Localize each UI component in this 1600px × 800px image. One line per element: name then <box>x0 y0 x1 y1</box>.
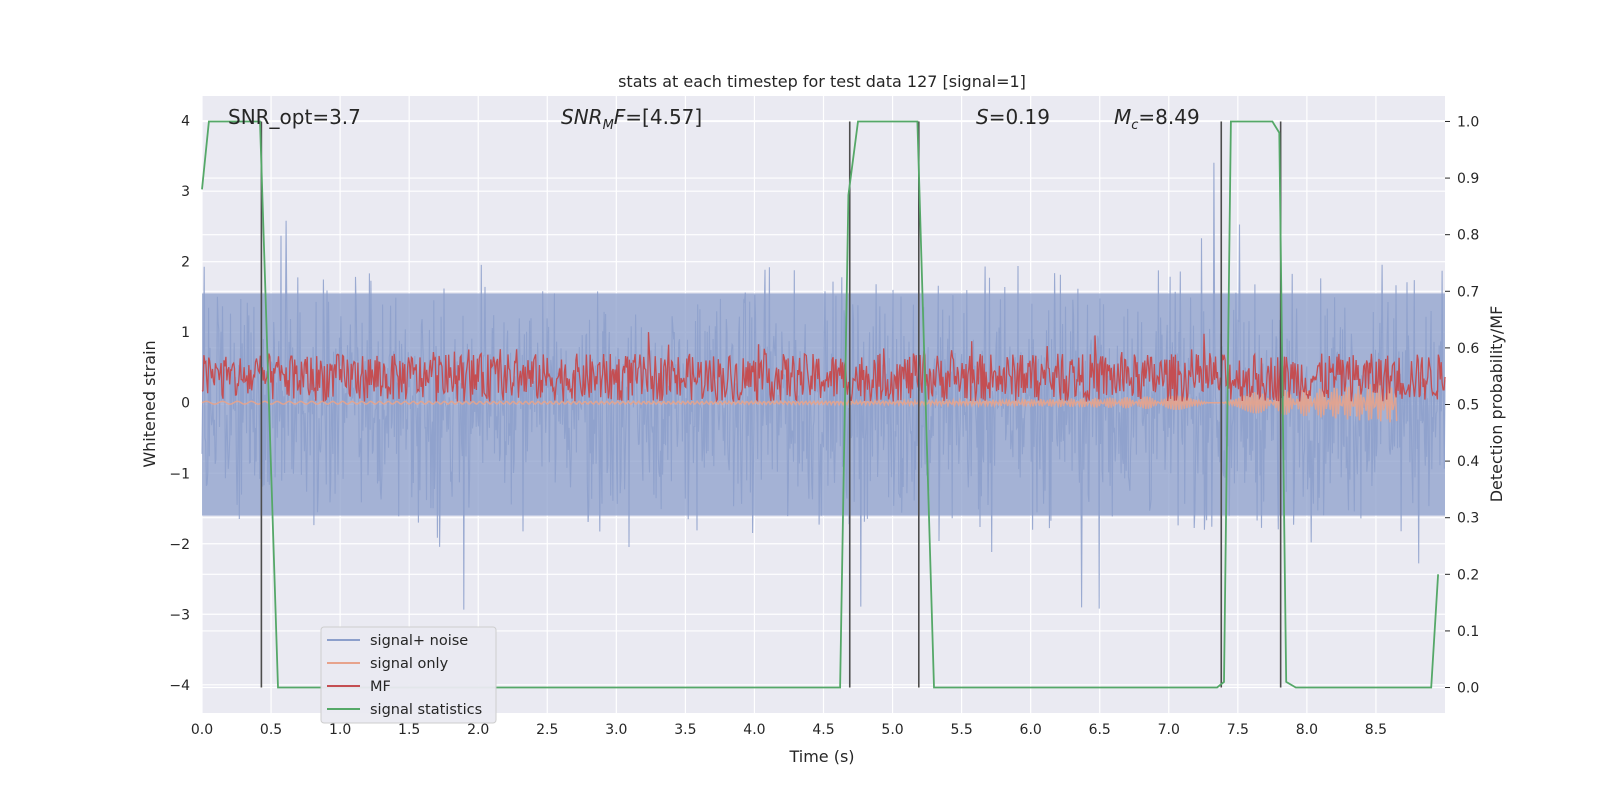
annotation-snr-mf: SNRMF=[4.57] <box>561 105 702 133</box>
legend: signal+ noise signal only MF signal stat… <box>320 626 497 724</box>
y-tick-label: 1 <box>181 325 190 341</box>
y-axis-ticks: 4 3 2 1 0 −1 −2 −3 −4 <box>169 114 190 694</box>
y2-axis-label: Detection probability/MF <box>1487 306 1506 503</box>
y2-tick-label: 0.9 <box>1457 171 1479 187</box>
y2-tick-label: 0.0 <box>1457 681 1479 697</box>
legend-label-mf: MF <box>370 679 391 695</box>
x-tick-label: 4.0 <box>743 722 765 738</box>
x-axis-ticks: 0.0 0.5 1.0 1.5 2.0 2.5 3.0 3.5 4.0 4.5 5.0 5.5 6.0 6… <box>191 722 1387 738</box>
x-tick-label: 5.5 <box>950 722 972 738</box>
y2-tick-label: 0.5 <box>1457 398 1479 414</box>
y2-tick-label: 0.2 <box>1457 567 1479 583</box>
y2-tick-label: 1.0 <box>1457 114 1479 130</box>
annotation-mc: Mc=8.49 <box>1114 105 1200 133</box>
y-tick-label: −2 <box>169 537 190 553</box>
x-tick-label: 5.0 <box>881 722 903 738</box>
legend-label-signal-statistics: signal statistics <box>370 702 482 718</box>
y-tick-label: 0 <box>181 396 190 412</box>
legend-label-signal-noise: signal+ noise <box>370 633 468 649</box>
y-tick-label: 4 <box>181 114 190 130</box>
signal-only-series <box>201 382 1398 423</box>
x-tick-label: 7.5 <box>1227 722 1249 738</box>
x-tick-label: 8.5 <box>1365 722 1387 738</box>
mf-line <box>201 332 1446 403</box>
x-tick-label: 0.0 <box>191 722 213 738</box>
y2-tick-label: 0.7 <box>1457 284 1479 300</box>
y-tick-label: 3 <box>181 184 190 200</box>
x-tick-label: 8.0 <box>1296 722 1318 738</box>
y2-tick-label: 0.1 <box>1457 624 1479 640</box>
y2-tick-label: 0.6 <box>1457 341 1479 357</box>
signal-statistics-series <box>201 120 1439 689</box>
x-tick-label: 2.5 <box>536 722 558 738</box>
y-tick-label: 2 <box>181 255 190 271</box>
annotation-snr-opt: SNR_opt=3.7 <box>228 105 361 129</box>
y-tick-label: −4 <box>169 678 190 694</box>
x-tick-label: 1.0 <box>329 722 351 738</box>
y2-tick-label: 0.4 <box>1457 454 1479 470</box>
y-tick-label: −1 <box>169 466 190 482</box>
signal-statistics-line <box>201 120 1439 689</box>
x-tick-label: 3.5 <box>674 722 696 738</box>
x-tick-label: 2.0 <box>467 722 489 738</box>
x-tick-label: 3.0 <box>605 722 627 738</box>
y2-tick-label: 0.8 <box>1457 228 1479 244</box>
y-tick-label: −3 <box>169 607 190 623</box>
x-tick-label: 6.5 <box>1089 722 1111 738</box>
legend-box <box>320 626 497 724</box>
signal-only-line <box>201 382 1398 423</box>
x-tick-label: 4.5 <box>812 722 834 738</box>
annotation-s: S=0.19 <box>976 105 1050 129</box>
x-axis-label: Time (s) <box>788 747 854 766</box>
x-tick-label: 1.5 <box>398 722 420 738</box>
chart-title: stats at each timestep for test data 127… <box>618 72 1026 91</box>
x-tick-label: 6.0 <box>1020 722 1042 738</box>
y2-tick-label: 0.3 <box>1457 511 1479 527</box>
x-tick-label: 0.5 <box>260 722 282 738</box>
y-axis-label: Whitened strain <box>140 340 159 467</box>
x-tick-label: 7.0 <box>1158 722 1180 738</box>
y2-axis-ticks: 1.0 0.9 0.8 0.7 0.6 0.5 0.4 0.3 0.2 0.1 0.0 <box>1445 114 1479 697</box>
legend-label-signal-only: signal only <box>370 656 449 672</box>
mf-series <box>201 332 1446 403</box>
